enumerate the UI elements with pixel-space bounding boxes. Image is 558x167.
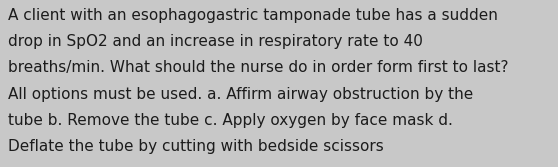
Text: A client with an esophagogastric tamponade tube has a sudden: A client with an esophagogastric tampona…: [8, 8, 498, 23]
Text: Deflate the tube by cutting with bedside scissors: Deflate the tube by cutting with bedside…: [8, 139, 384, 154]
Text: tube b. Remove the tube c. Apply oxygen by face mask d.: tube b. Remove the tube c. Apply oxygen …: [8, 113, 453, 128]
Text: All options must be used. a. Affirm airway obstruction by the: All options must be used. a. Affirm airw…: [8, 87, 474, 102]
Text: breaths/min. What should the nurse do in order form first to last?: breaths/min. What should the nurse do in…: [8, 60, 509, 75]
Text: drop in SpO2 and an increase in respiratory rate to 40: drop in SpO2 and an increase in respirat…: [8, 34, 424, 49]
